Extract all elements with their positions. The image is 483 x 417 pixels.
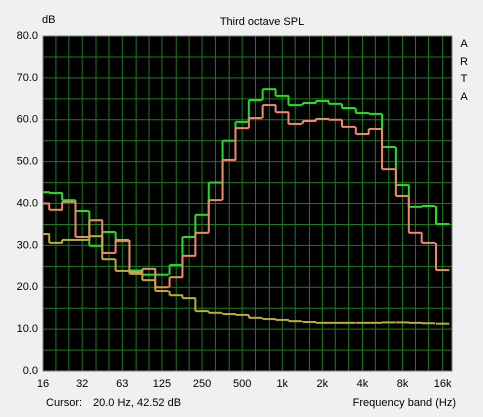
x-tick-label: 4k [357, 378, 369, 390]
cursor-label: Cursor: [46, 397, 82, 409]
x-tick-label: 8k [397, 378, 409, 390]
y-tick-label: 40.0 [17, 197, 38, 209]
y-tick-label: 10.0 [17, 323, 38, 335]
x-tick-label: 125 [153, 378, 171, 390]
y-tick-label: 0.0 [23, 365, 38, 377]
y-tick-label: 20.0 [17, 281, 38, 293]
cursor-value: 20.0 Hz, 42.52 dB [93, 397, 181, 409]
y-tick-label: 60.0 [17, 114, 38, 126]
x-tick-label: 500 [233, 378, 251, 390]
x-tick-label: 2k [317, 378, 329, 390]
x-tick-label: 250 [193, 378, 211, 390]
x-tick-label: 16k [434, 378, 452, 390]
watermark: ARTA [460, 38, 468, 103]
x-tick-label: 63 [116, 378, 128, 390]
plot-border [42, 35, 453, 372]
y-tick-label: 70.0 [17, 72, 38, 84]
x-tick-label: 32 [76, 378, 88, 390]
chart-title: Third octave SPL [220, 16, 304, 28]
x-axis-label: Frequency band (Hz) [353, 397, 456, 409]
y-tick-label: 80.0 [17, 30, 38, 42]
y-axis-label: dB [42, 14, 55, 26]
y-tick-label: 50.0 [17, 156, 38, 168]
x-tick-label: 1k [276, 378, 288, 390]
x-tick-label: 16 [37, 378, 49, 390]
y-tick-label: 30.0 [17, 239, 38, 251]
